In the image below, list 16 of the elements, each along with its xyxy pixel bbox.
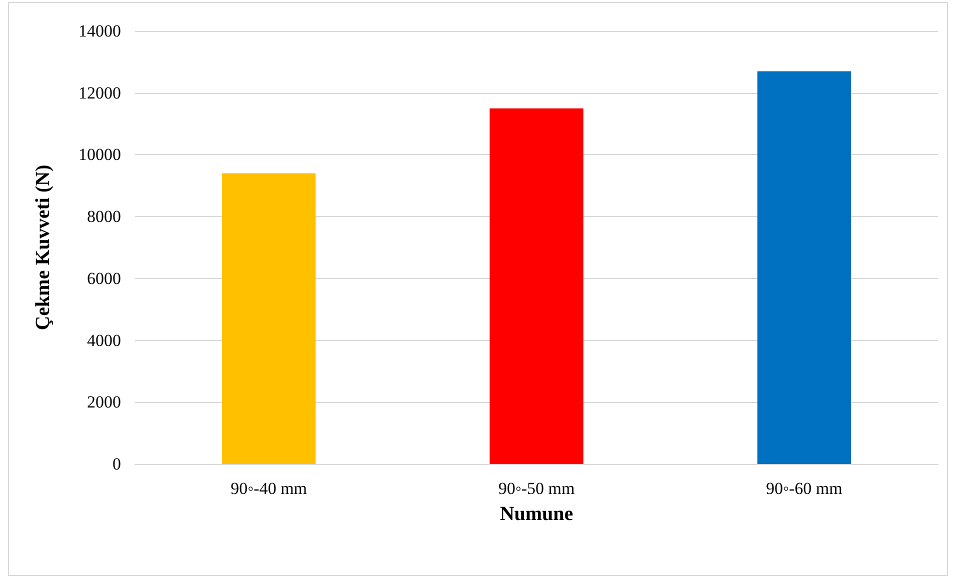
y-tick-label: 2000 — [87, 392, 121, 412]
y-tick-label: 8000 — [87, 207, 121, 226]
x-tick-label: 90◦-60 mm — [766, 479, 842, 498]
y-tick-label: 0 — [112, 454, 121, 474]
bar — [757, 71, 852, 464]
y-tick-label: 12000 — [78, 83, 121, 102]
bar — [490, 108, 584, 464]
bar — [222, 173, 316, 464]
y-tick-label: 14000 — [78, 22, 121, 40]
y-tick-label: 4000 — [87, 330, 121, 350]
y-axis-title: Çekme Kuvveti (N) — [32, 164, 54, 330]
y-tick-label: 10000 — [78, 145, 121, 164]
y-tick-label: 6000 — [87, 268, 121, 288]
x-tick-label: 90◦-40 mm — [230, 479, 308, 498]
x-axis-title: Numune — [500, 503, 574, 525]
x-tick-label: 90◦-50 mm — [498, 479, 575, 498]
